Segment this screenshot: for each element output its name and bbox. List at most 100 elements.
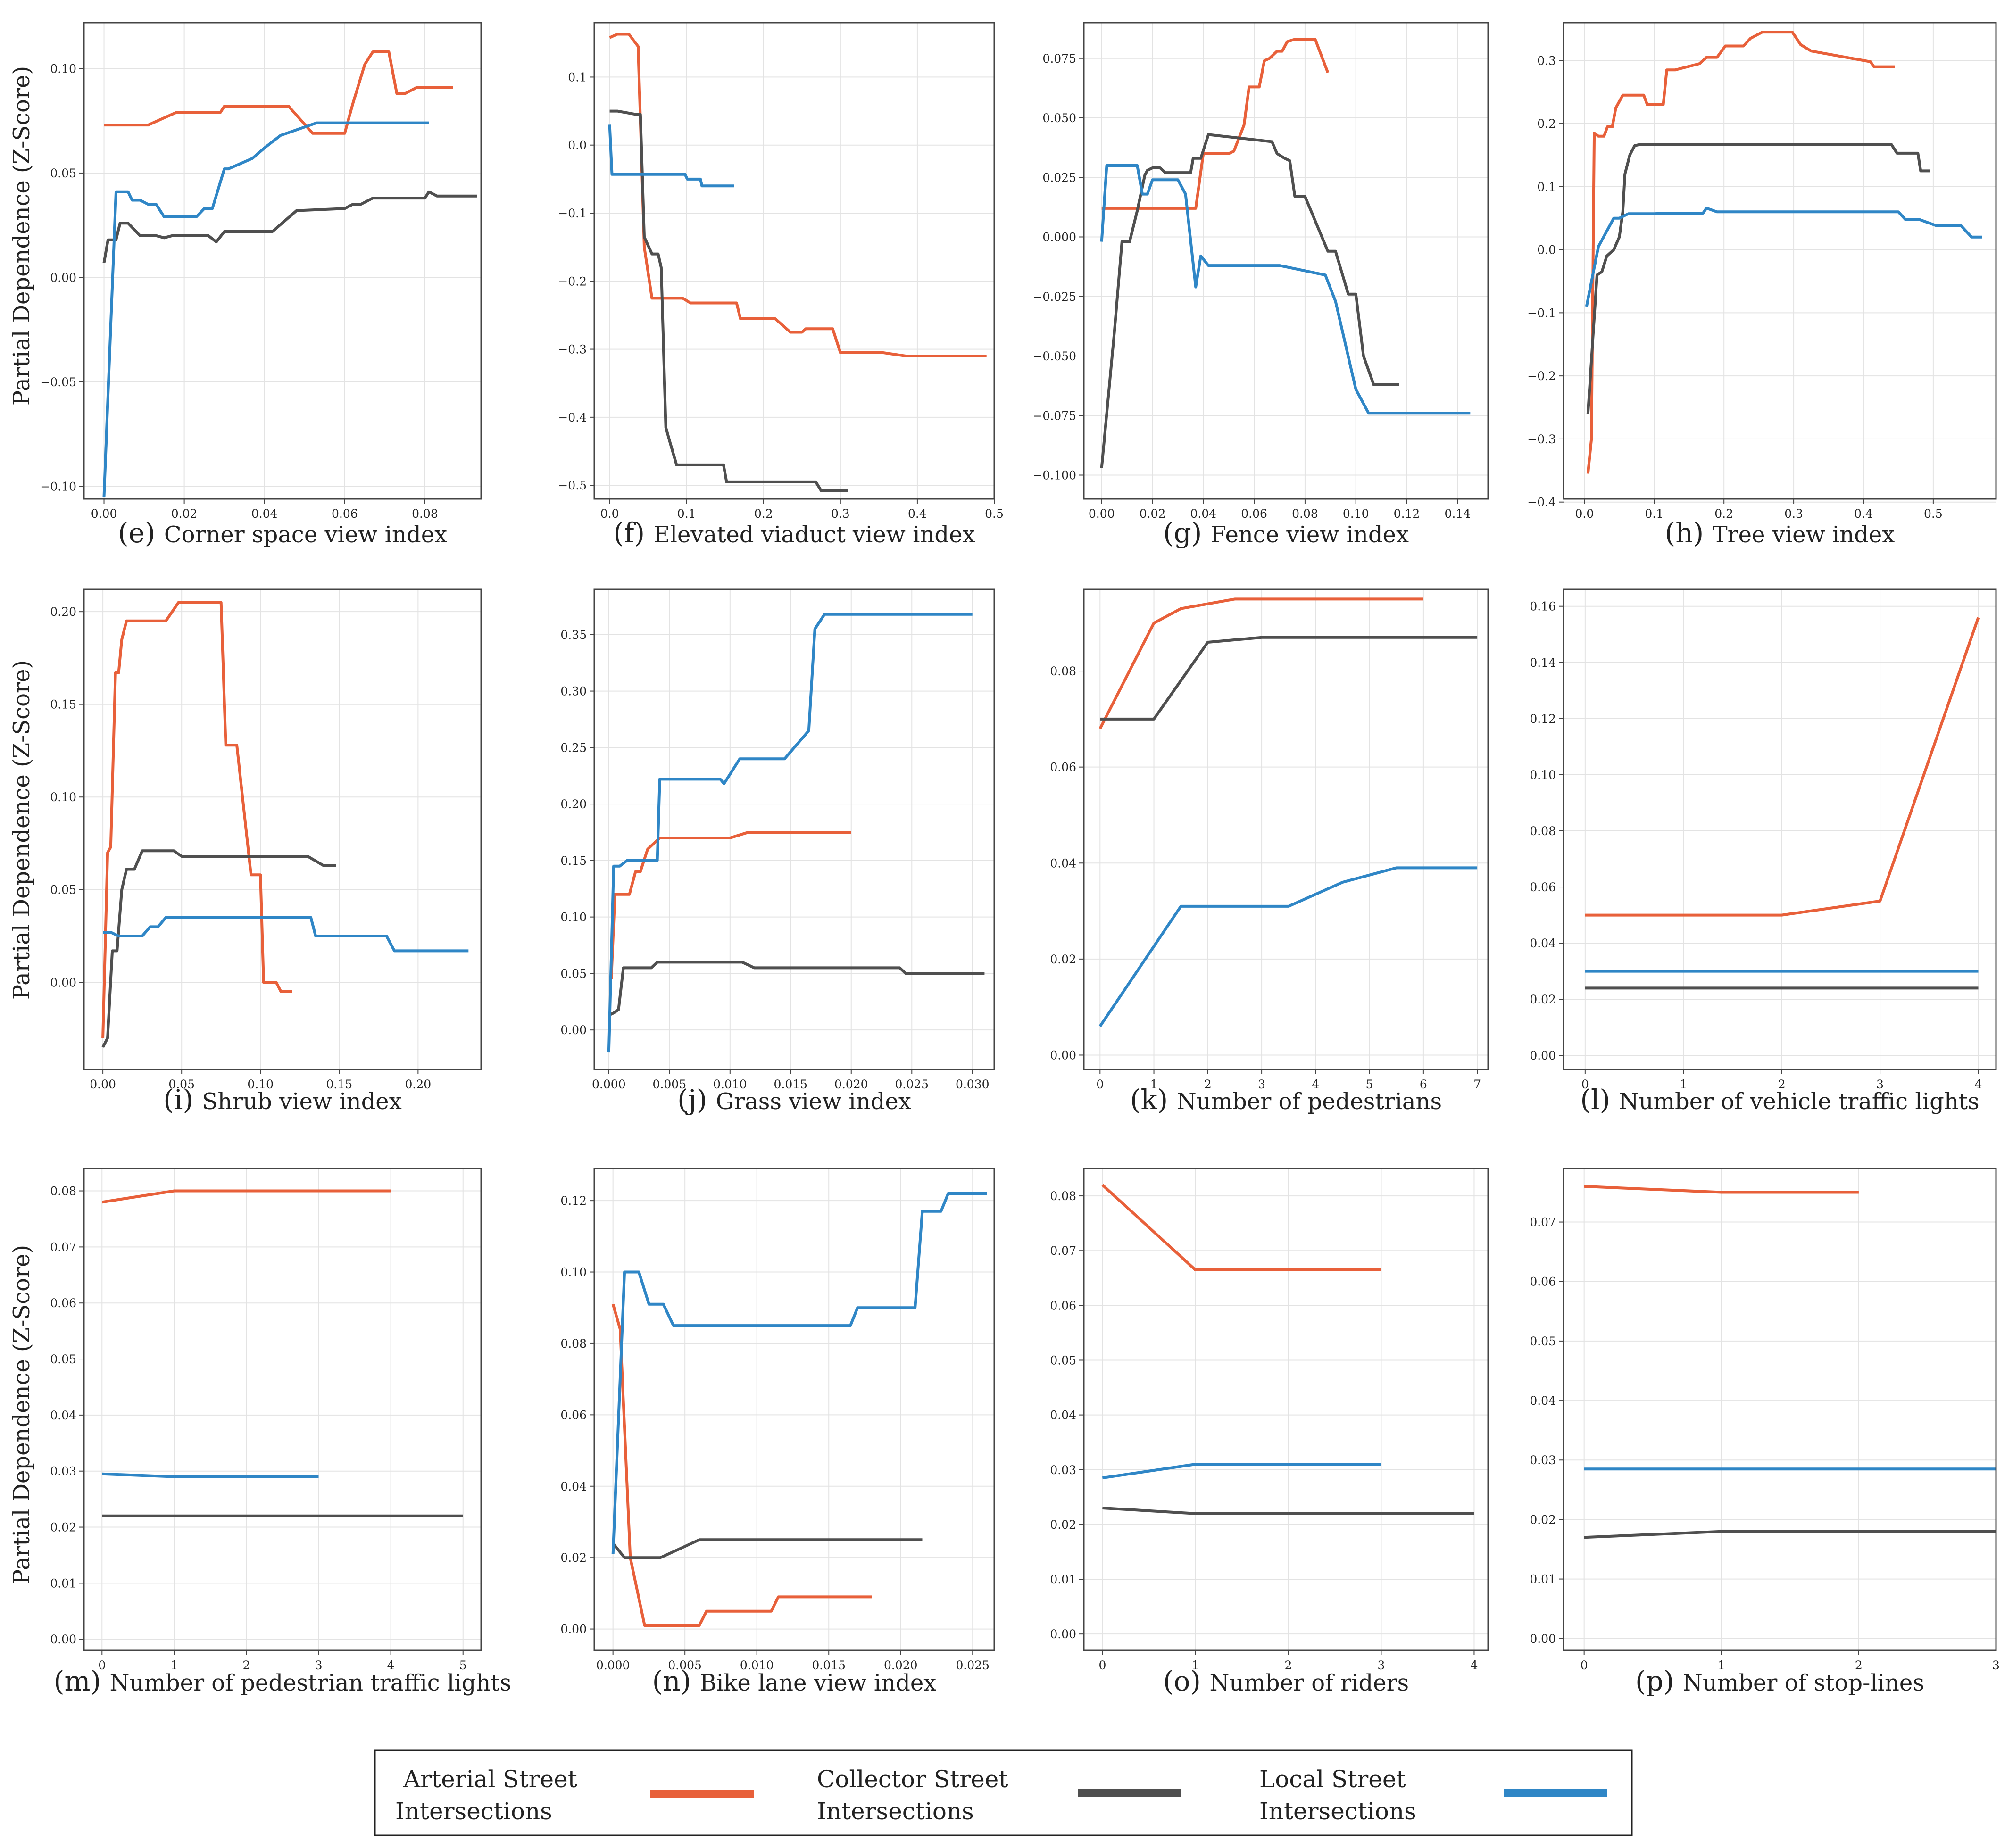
x-tick-label: 0.5: [985, 507, 1004, 521]
legend-label-local: Local Street Intersections: [1259, 1765, 1416, 1825]
chart-panel-m: 0 1 2 3 4 5 0.00 0.01 0.02 0.03 0.04 0.05 0.06 0.07 0.…: [50, 1168, 511, 1697]
x-tick-label: 0.020: [884, 1658, 918, 1672]
series-line-arterial: [101, 1189, 391, 1204]
plot-frame: [83, 588, 482, 1070]
x-tick-label: 0.015: [774, 1077, 808, 1091]
series-line-arterial: [1586, 31, 1895, 474]
series-line-local: [1098, 866, 1478, 1028]
x-tick-label: 0.12: [1394, 507, 1420, 521]
series-line-arterial: [1101, 38, 1330, 210]
chart-caption: (m) Number of pedestrian traffic lights: [54, 1665, 511, 1697]
chart-caption: (h) Tree view index: [1665, 517, 1895, 549]
y-tick-label: −0.10: [40, 480, 76, 493]
x-tick-label: 0: [1581, 1077, 1589, 1091]
y-tick-label: 0.2: [1537, 117, 1556, 131]
chart-panel-g: 0.00 0.02 0.04 0.06 0.08 0.10 0.12 0.14 −0.100 −0…: [1032, 22, 1489, 549]
chart-caption: (g) Fence view index: [1163, 517, 1409, 549]
y-tick-label: 0.04: [1050, 1409, 1076, 1422]
x-tick-label: 0.3: [1784, 507, 1803, 521]
y-tick-label: 0.075: [1042, 52, 1076, 66]
x-tick-label: 0: [1096, 1077, 1104, 1091]
x-tick-label: 0.015: [812, 1658, 846, 1672]
x-tick-label: 0.005: [653, 1077, 687, 1091]
chart-caption: (n) Bike lane view index: [652, 1665, 937, 1697]
series-line-local: [1102, 1463, 1381, 1480]
y-tick-label: 0.00: [1530, 1049, 1556, 1062]
y-tick-label: 0.025: [1042, 171, 1076, 184]
y-tick-label: 0.000: [1042, 231, 1076, 244]
y-tick-label: 0.07: [1530, 1216, 1556, 1229]
x-axis-label: Elevated viaduct view index: [654, 522, 975, 548]
series-line-local: [1585, 207, 1982, 307]
plot-frame: [83, 1168, 482, 1651]
y-tick-label: 0.02: [1050, 1518, 1076, 1532]
legend-label-collector: Collector Street Intersections: [817, 1765, 1015, 1825]
x-tick-label: 2: [1855, 1658, 1863, 1672]
y-tick-label: 0.02: [50, 1521, 76, 1534]
x-tick-label: 6: [1420, 1077, 1427, 1091]
x-tick-label: 0.08: [412, 507, 438, 521]
panel-letter: (i): [163, 1084, 202, 1116]
y-tick-label: −0.2: [1527, 369, 1556, 383]
panel-letter: (f): [613, 517, 653, 549]
y-tick-label: −0.100: [1032, 469, 1076, 482]
y-axis-label-row-1: Partial Dependence (Z-Score): [8, 66, 35, 406]
x-tick-label: 3: [315, 1658, 323, 1672]
x-tick-label: 5: [459, 1658, 467, 1672]
y-tick-label: 0.3: [1537, 54, 1556, 67]
y-tick-label: 0.00: [1530, 1632, 1556, 1646]
series-line-arterial: [1098, 597, 1423, 729]
y-tick-label: −0.3: [558, 343, 587, 356]
legend-box: [374, 1749, 1633, 1836]
x-tick-label: 0.005: [668, 1658, 702, 1672]
y-tick-label: −0.075: [1032, 409, 1076, 423]
y-tick-label: 0.12: [1530, 712, 1556, 726]
x-tick-label: 0.4: [1854, 507, 1873, 521]
x-tick-label: 0.2: [1714, 507, 1733, 521]
y-tick-label: 0.00: [1050, 1048, 1076, 1062]
y-tick-label: 0.10: [1530, 768, 1556, 782]
x-tick-label: 0.00: [91, 507, 117, 521]
y-tick-label: 0.00: [560, 1623, 587, 1636]
y-tick-label: 0.08: [1050, 1189, 1076, 1203]
y-tick-label: 0.08: [1050, 664, 1076, 678]
y-tick-label: 0.02: [1530, 993, 1556, 1006]
y-tick-label: 0.01: [1050, 1573, 1076, 1586]
x-axis-label: Fence view index: [1211, 522, 1409, 548]
y-tick-label: 0.20: [560, 797, 587, 811]
chart-caption: (p) Number of stop-lines: [1635, 1665, 1924, 1697]
x-tick-label: 0.030: [956, 1077, 990, 1091]
x-tick-label: 5: [1366, 1077, 1373, 1091]
series-line-collector: [1100, 636, 1478, 721]
x-axis-label: Number of riders: [1209, 1670, 1409, 1696]
x-tick-label: 3: [1876, 1077, 1884, 1091]
panel-letter: (h): [1665, 517, 1713, 549]
x-axis-label: Shrub view index: [202, 1088, 401, 1115]
x-tick-label: 0.20: [405, 1077, 432, 1091]
series-line-collector: [608, 961, 985, 1017]
y-tick-label: 0.01: [50, 1576, 76, 1590]
series-line-collector: [102, 190, 477, 263]
series-line-arterial: [1584, 1185, 1859, 1194]
x-tick-label: 4: [1312, 1077, 1319, 1091]
chart-panel-i: 0.00 0.05 0.10 0.15 0.20 0.00 0.05 0.10 0.15 0.20…: [50, 588, 482, 1116]
y-tick-label: 0.050: [1042, 111, 1076, 125]
x-tick-label: 0.3: [831, 507, 850, 521]
x-axis-label: Number of pedestrian traffic lights: [110, 1670, 512, 1696]
y-tick-label: 0.05: [560, 967, 587, 980]
y-tick-label: 0.00: [1050, 1627, 1076, 1641]
series-line-local: [611, 1192, 987, 1554]
plot-frame: [593, 22, 995, 500]
x-tick-label: 0: [1580, 1658, 1588, 1672]
x-tick-label: 0.4: [908, 507, 927, 521]
series-line-arterial: [610, 831, 851, 979]
series-line-arterial: [101, 601, 292, 1038]
y-tick-label: 0.20: [50, 605, 76, 619]
y-tick-label: 0.10: [560, 911, 587, 924]
series-line-local: [608, 124, 734, 188]
x-tick-label: 0.020: [834, 1077, 868, 1091]
x-tick-label: 0.1: [1645, 507, 1664, 521]
x-tick-label: 1: [1191, 1658, 1199, 1672]
x-tick-label: 3: [1992, 1658, 2000, 1672]
y-tick-label: 0.05: [50, 883, 76, 897]
